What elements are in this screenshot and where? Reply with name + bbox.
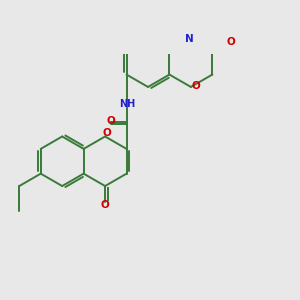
Text: NH: NH [119,99,136,110]
Text: O: O [103,128,112,137]
Text: O: O [101,200,110,210]
Text: O: O [226,37,235,47]
Text: O: O [191,81,200,91]
Text: N: N [185,34,194,44]
Text: O: O [106,116,115,126]
